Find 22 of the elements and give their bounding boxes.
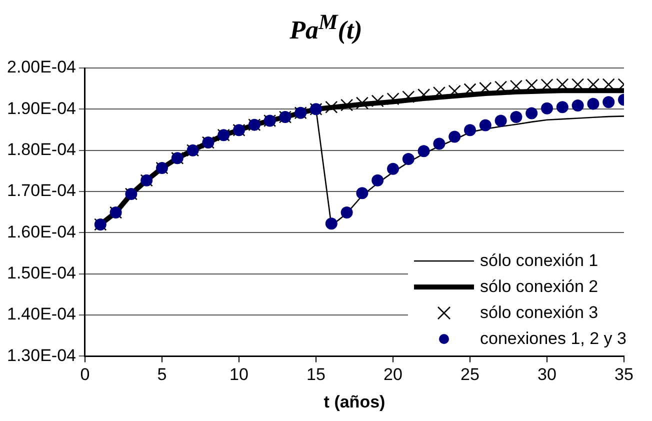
y-tick-label: 1.60E-04 xyxy=(6,222,76,242)
x-axis-title: t (años) xyxy=(324,392,386,412)
x-tick-label: 5 xyxy=(157,365,167,384)
legend-label: sólo conexión 1 xyxy=(480,251,598,272)
x-tick-label: 35 xyxy=(614,365,634,384)
y-tick-label: 1.90E-04 xyxy=(6,98,76,118)
x-tick-label: 25 xyxy=(460,365,480,384)
y-tick-label: 1.70E-04 xyxy=(6,181,76,200)
x-tick-label: 10 xyxy=(230,365,248,384)
legend-label: sólo conexión 2 xyxy=(480,277,598,298)
y-tick-label: 1.50E-04 xyxy=(6,264,76,283)
chart-title: Pa$^{M}$(t) xyxy=(288,10,364,46)
x-tick-label: 0 xyxy=(80,365,90,384)
y-tick-label: 1.30E-04 xyxy=(6,346,76,365)
legend-label: conexiones 1, 2 y 3 xyxy=(480,329,626,350)
x-tick-label: 15 xyxy=(306,365,326,384)
legend-label: sólo conexión 3 xyxy=(480,303,598,324)
y-tick-label: 1.40E-04 xyxy=(6,304,76,324)
x-tick-label: 30 xyxy=(538,365,556,384)
y-tick-label: 1.80E-04 xyxy=(6,140,76,160)
y-tick-label: 2.00E-04 xyxy=(6,58,76,77)
x-tick-label: 20 xyxy=(384,365,402,384)
